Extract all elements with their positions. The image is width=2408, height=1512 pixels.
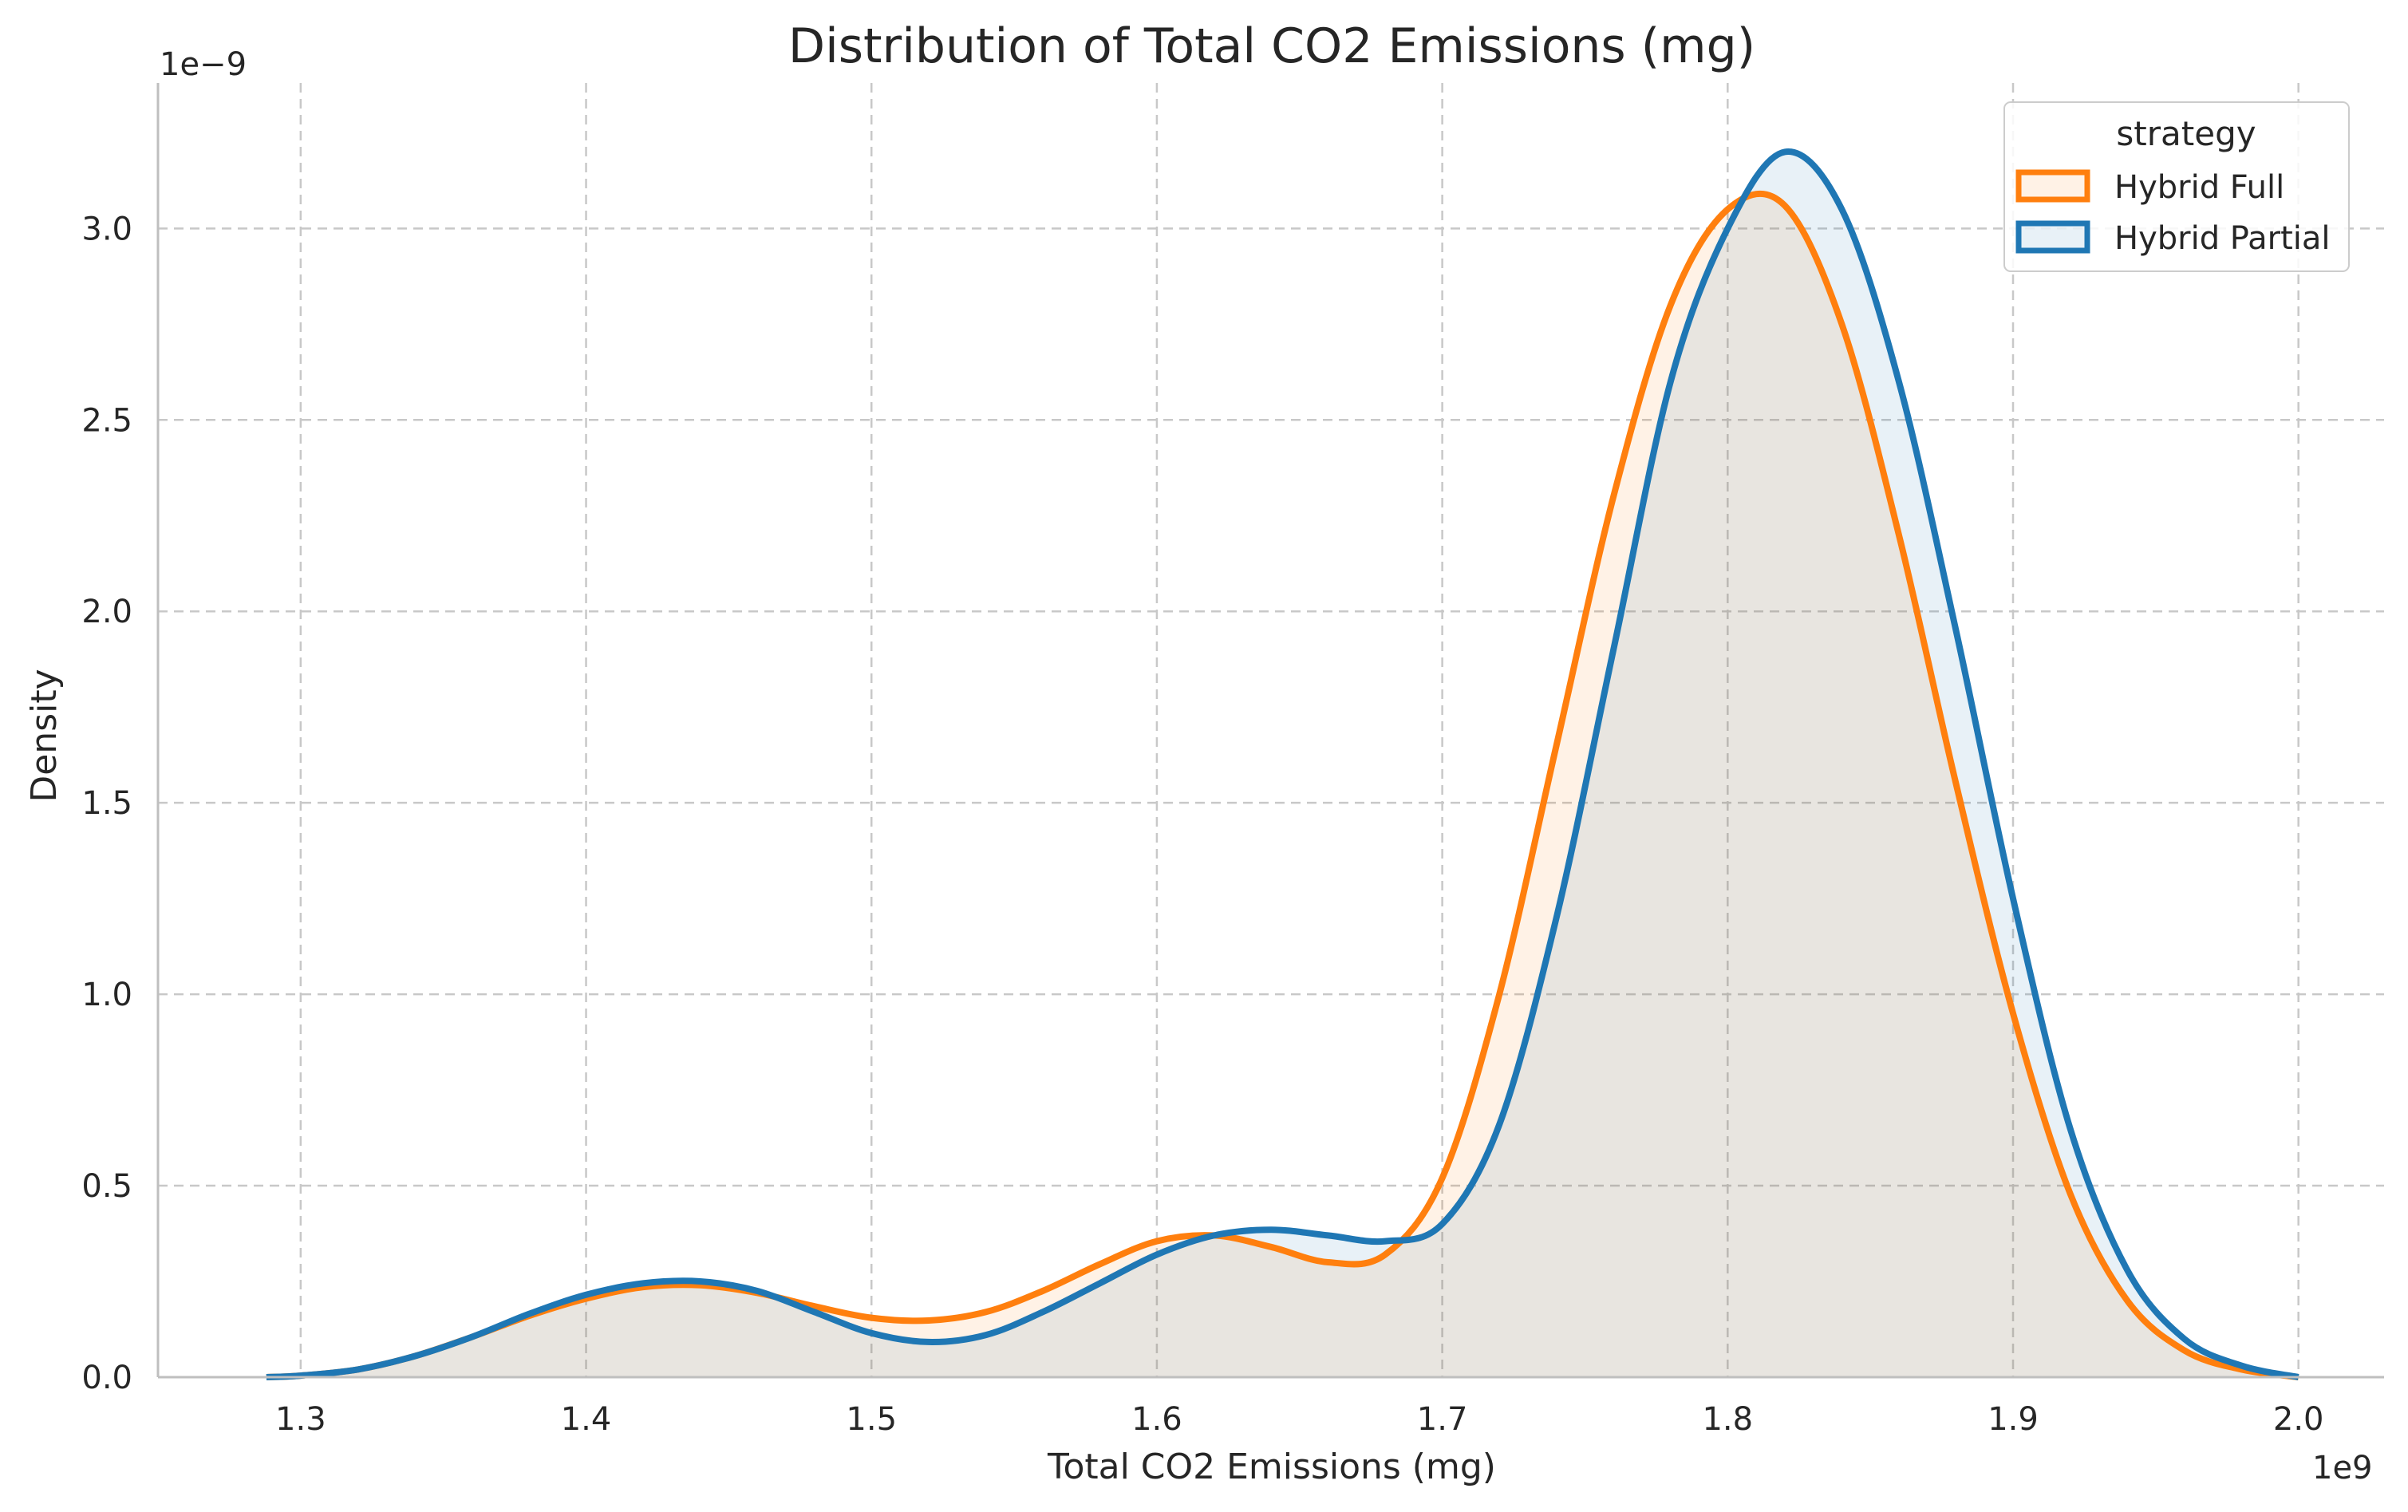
legend-title: strategy: [2116, 114, 2256, 153]
y-tick-label: 3.0: [81, 211, 132, 247]
x-tick-label: 2.0: [2273, 1401, 2324, 1438]
chart-title: Distribution of Total CO2 Emissions (mg): [788, 18, 1755, 74]
kde-line-hybrid-partial: [266, 148, 2299, 1380]
y-tick-labels: 0.0 0.5 1.0 1.5 2.0 2.5 3.0: [81, 211, 132, 1396]
x-tick-label: 1.5: [846, 1401, 897, 1438]
y-tick-label: 2.5: [81, 402, 132, 439]
legend-items: Hybrid Full Hybrid Partial: [2015, 169, 2331, 257]
y-offset-label: 1e−9: [160, 46, 247, 83]
y-tick-label: 0.5: [81, 1168, 132, 1205]
y-tick-label: 2.0: [81, 594, 132, 630]
x-tick-label: 1.6: [1131, 1401, 1182, 1438]
x-tick-label: 1.9: [1988, 1401, 2039, 1438]
x-tick-label: 1.7: [1417, 1401, 1468, 1438]
y-tick-label: 1.5: [81, 785, 132, 822]
x-offset-label: 1e9: [2312, 1450, 2373, 1486]
legend-swatch-hybrid-full: [2015, 169, 2090, 203]
y-axis-label: Density: [24, 669, 65, 802]
kde-area-hybrid-full: [266, 193, 2299, 1377]
legend-label-hybrid-full: Hybrid Full: [2114, 169, 2284, 206]
legend-frame: [2003, 101, 2350, 272]
legend: strategy Hybrid Full Hybrid Partial: [2003, 101, 2350, 272]
x-tick-labels: 1.3 1.4 1.5 1.6 1.7 1.8 1.9 2.0: [275, 1401, 2323, 1438]
kde-line-hybrid-full: [266, 190, 2299, 1380]
x-tick-label: 1.4: [561, 1401, 612, 1438]
x-axis-label: Total CO2 Emissions (mg): [1047, 1447, 1496, 1487]
legend-swatch-hybrid-partial: [2015, 220, 2090, 254]
y-tick-label: 0.0: [81, 1360, 132, 1396]
series-fills: [266, 152, 2299, 1378]
legend-label-hybrid-partial: Hybrid Partial: [2114, 220, 2331, 257]
y-tick-label: 1.0: [81, 977, 132, 1013]
x-tick-label: 1.8: [1702, 1401, 1753, 1438]
kde-area-hybrid-partial: [266, 152, 2299, 1378]
x-tick-label: 1.3: [275, 1401, 326, 1438]
